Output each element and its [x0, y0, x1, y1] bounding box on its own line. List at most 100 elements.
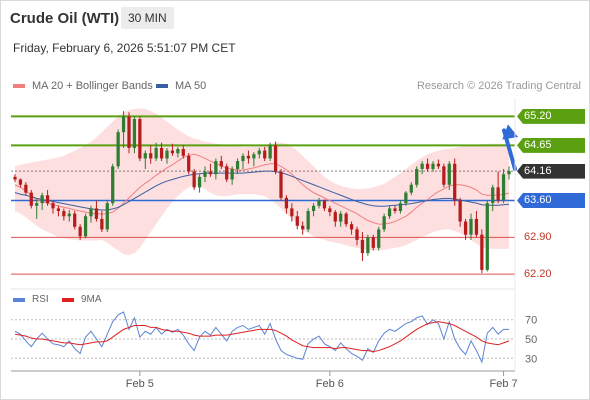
candle-body: [344, 213, 348, 225]
research-credit: Research © 2026 Trading Central: [416, 80, 581, 92]
candle-body: [89, 208, 93, 217]
candle-body: [491, 187, 495, 204]
x-tick-label: Feb 5: [126, 378, 154, 390]
candle-body: [474, 218, 479, 235]
level-label-62.90: 62.90: [524, 230, 552, 243]
candle-body: [458, 200, 462, 222]
candle-body: [105, 203, 109, 230]
candle-body: [485, 203, 489, 270]
rsi-swatch: [13, 297, 25, 302]
level-label-62.20: 62.20: [524, 267, 552, 280]
ma20-label: MA 20 + Bollinger Bands: [32, 80, 153, 92]
candle-body: [377, 229, 381, 248]
candle-body: [187, 155, 191, 172]
candle-body: [453, 163, 457, 201]
candle-body: [29, 192, 33, 206]
candle-body: [398, 203, 403, 212]
ma50-label: MA 50: [175, 80, 207, 92]
candle-body: [322, 200, 327, 209]
level-label-65.20: 65.20: [517, 108, 585, 124]
ma9-label: 9MA: [81, 294, 102, 305]
candle-body: [235, 161, 240, 169]
candle-body: [371, 237, 375, 248]
candle-body: [203, 171, 207, 177]
legend-ma20: MA 20 + Bollinger Bands: [13, 80, 153, 92]
candle-body: [116, 132, 120, 167]
candle-body: [165, 150, 169, 159]
candle-body: [154, 147, 158, 159]
candle-body: [463, 221, 468, 235]
candle-body: [132, 119, 137, 148]
candle-body: [431, 163, 435, 169]
candle-body: [306, 211, 310, 230]
chart-datetime: Friday, February 6, 2026 5:51:07 PM CET: [13, 41, 236, 55]
candle-body: [290, 208, 294, 217]
candle-body: [333, 212, 337, 222]
candle-body: [78, 226, 82, 237]
candle-body: [311, 205, 316, 212]
candle-body: [436, 163, 441, 167]
candle-body: [317, 200, 321, 206]
legend-ma9: 9MA: [62, 294, 102, 305]
candle-body: [176, 148, 180, 154]
candle-body: [263, 150, 267, 159]
candle-body: [192, 171, 196, 188]
candle-body: [13, 176, 17, 180]
candle-body: [94, 208, 99, 219]
candle-body: [295, 216, 299, 226]
candle-body: [149, 153, 153, 159]
candle-body: [507, 171, 511, 175]
chart-title: Crude Oil (WTI): [10, 10, 120, 27]
candle-body: [469, 218, 473, 235]
candle-body: [241, 155, 245, 162]
candle-body: [67, 213, 71, 217]
ma9-swatch: [62, 297, 74, 302]
candle-body: [279, 171, 283, 198]
candle-body: [404, 192, 408, 204]
level-label-64.16: 64.16: [517, 163, 585, 179]
rsi-tick-label: 30: [525, 353, 537, 365]
candle-body: [442, 166, 446, 185]
candle-body: [246, 155, 251, 159]
candle-body: [273, 145, 278, 172]
candle-body: [420, 163, 424, 169]
level-label-64.65: 64.65: [517, 137, 585, 153]
candle-body: [214, 161, 218, 175]
candle-body: [360, 239, 365, 254]
ma20-swatch: [13, 84, 25, 88]
candle-body: [35, 203, 39, 206]
candle-body: [284, 197, 289, 209]
candle-body: [393, 208, 397, 212]
candle-body: [355, 229, 359, 240]
candle-body: [415, 168, 419, 185]
candle-body: [56, 208, 61, 212]
candle-body: [480, 234, 484, 270]
forecast-arrow-head: [502, 124, 519, 140]
candle-body: [127, 116, 131, 148]
x-tick-label: Feb 7: [490, 378, 518, 390]
candle-body: [51, 203, 55, 209]
ma50-swatch: [156, 84, 168, 88]
candle-body: [382, 216, 386, 230]
candle-body: [387, 208, 392, 217]
candle-body: [159, 147, 164, 159]
candle-body: [257, 150, 261, 155]
candle-body: [328, 208, 332, 213]
x-tick-label: Feb 6: [316, 378, 344, 390]
legend-rsi: RSI: [13, 294, 49, 305]
timeframe-button[interactable]: 30 MIN: [121, 7, 174, 29]
candle-body: [83, 216, 88, 237]
candle-body: [62, 211, 66, 217]
candle-body: [170, 150, 175, 154]
candle-body: [252, 154, 256, 159]
candle-body: [197, 176, 202, 188]
candle-body: [225, 166, 229, 180]
candle-body: [138, 119, 142, 159]
candle-body: [208, 171, 213, 175]
candle-body: [349, 224, 354, 230]
candle-body: [301, 225, 305, 230]
candle-body: [24, 184, 28, 193]
candle-body: [143, 153, 147, 159]
rsi-tick-label: 70: [525, 315, 537, 327]
